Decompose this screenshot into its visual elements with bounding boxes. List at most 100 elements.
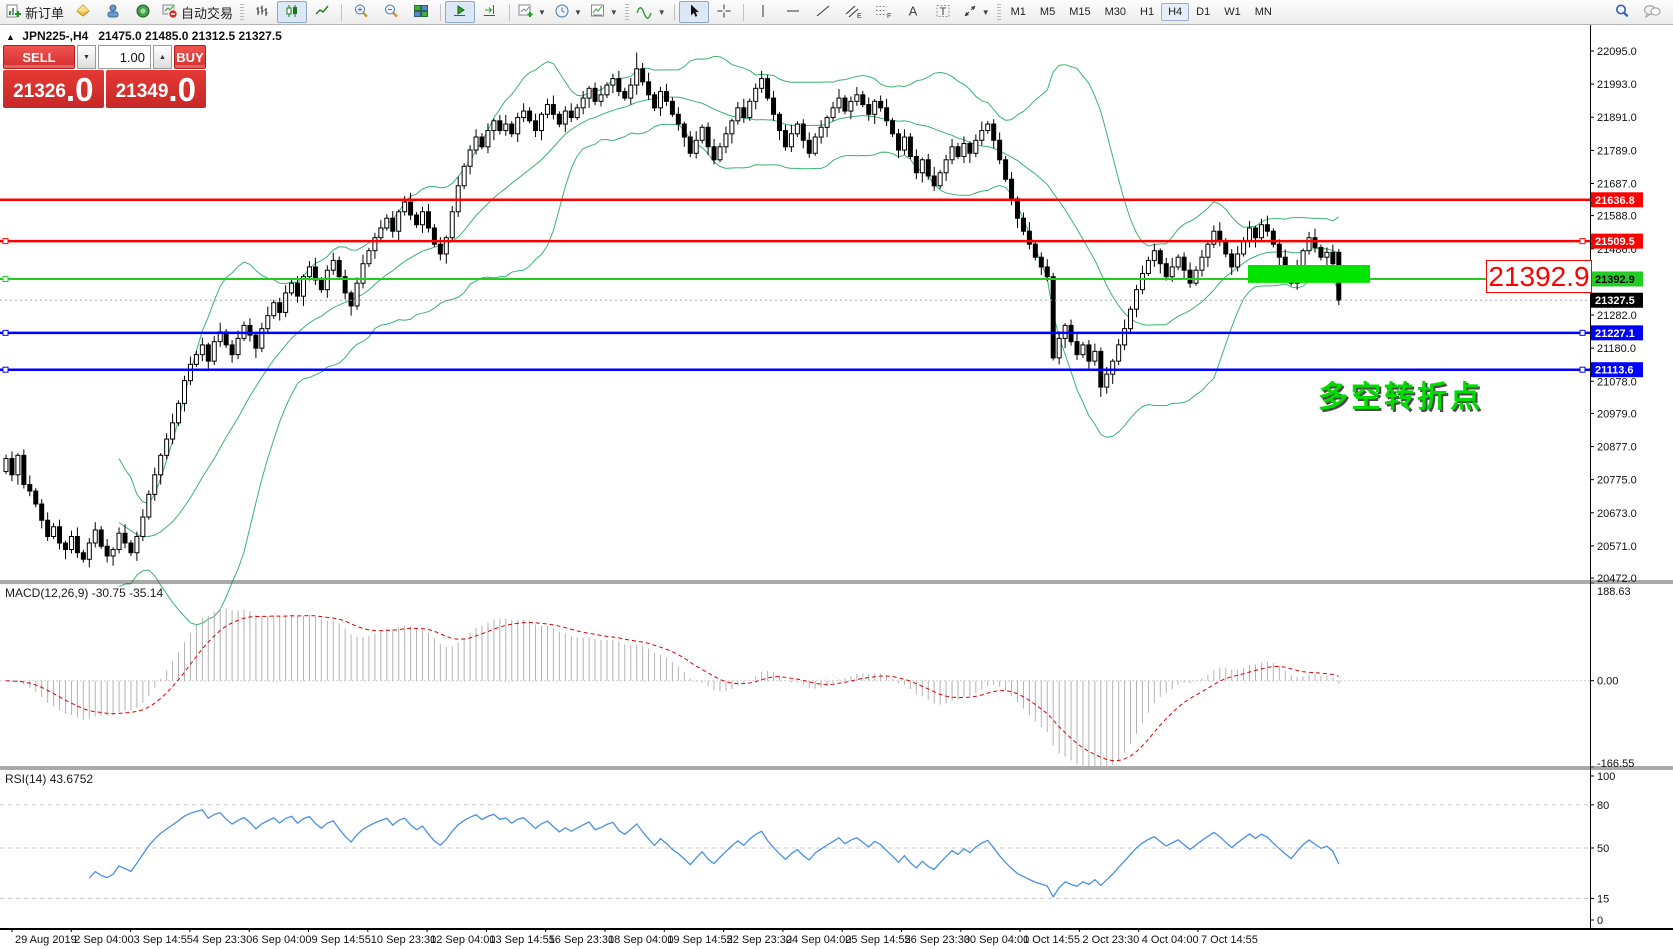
candle [527, 110, 533, 122]
arrows-dropdown[interactable]: ▼ [958, 1, 994, 23]
candle [21, 454, 27, 486]
crosshair-button[interactable] [709, 1, 739, 23]
timeframe-m15[interactable]: M15 [1069, 6, 1091, 18]
search-icon [1614, 3, 1630, 22]
candle [1229, 253, 1235, 268]
candle [193, 354, 199, 365]
text-button[interactable]: A [898, 1, 928, 23]
timeframe-m1[interactable]: M1 [1010, 6, 1026, 18]
time-label: 25 Sep 14:55 [845, 934, 910, 946]
buy-price[interactable]: 21349 .0 [105, 70, 206, 108]
buy-button[interactable]: BUY [174, 45, 206, 69]
highlight-layer[interactable] [1248, 265, 1370, 283]
text-label-button[interactable]: T [928, 1, 958, 23]
new-order-button[interactable]: 新订单 [2, 1, 68, 23]
candle [473, 136, 479, 151]
candle [777, 113, 782, 132]
indicators-dropdown[interactable]: ▼ [632, 1, 670, 23]
chat-button[interactable] [1637, 1, 1667, 23]
candle [985, 123, 991, 132]
candle [1139, 272, 1145, 291]
volume-decrease-button[interactable]: ▼ [77, 45, 96, 69]
price-axis-layer: 22095.0 21993.0 21891.0 21789.0 21687.0 21588… [1590, 46, 1643, 585]
candle [1175, 256, 1181, 268]
price-callout-label[interactable]: 21392.9 [1486, 260, 1592, 293]
candle [425, 211, 431, 229]
candle [747, 100, 753, 119]
candle [134, 536, 140, 554]
timeframe-w1[interactable]: W1 [1224, 6, 1241, 18]
search-button[interactable] [1607, 1, 1637, 23]
templates-dropdown[interactable]: ▼ [586, 1, 622, 23]
one-click-collapse-icon[interactable]: ▲ [6, 32, 15, 42]
volume-input[interactable]: 1.00 [98, 45, 151, 69]
candle [765, 78, 771, 99]
candle [420, 211, 425, 226]
annotation-text[interactable]: 多空转折点 [1318, 381, 1483, 414]
rsi-axis-label: 80 [1597, 800, 1609, 812]
zoom-in-button[interactable] [346, 1, 376, 23]
candle [723, 133, 729, 148]
candle [1223, 240, 1229, 255]
market-watch-button[interactable] [98, 1, 128, 23]
bollinger-bands-layer [118, 55, 1340, 626]
candle [890, 120, 896, 135]
svg-text:21113.6: 21113.6 [1595, 365, 1634, 377]
news-button[interactable] [128, 1, 158, 23]
fibonacci-button[interactable]: F [868, 1, 898, 23]
candle [580, 97, 586, 109]
horizontal-line-button[interactable] [778, 1, 808, 23]
trendline-button[interactable] [808, 1, 838, 23]
price-tick: 21180.0 [1597, 343, 1636, 355]
candles-layer [3, 52, 1342, 568]
zoom-out-button[interactable] [376, 1, 406, 23]
candle [1199, 256, 1205, 271]
chart-shift-button[interactable] [475, 1, 505, 23]
metaeditor-button[interactable] [68, 1, 98, 23]
candle [479, 136, 485, 148]
candle [414, 214, 420, 226]
candlestick-chart-button[interactable] [277, 1, 308, 23]
macd-signal-value: -35.14 [129, 586, 164, 600]
new-chart-dropdown[interactable]: ▼ [514, 1, 550, 23]
candle [68, 536, 74, 550]
candle [1110, 360, 1116, 375]
highlight-rectangle[interactable] [1248, 265, 1370, 283]
tile-windows-button[interactable] [406, 1, 436, 23]
price-tick: 21588.0 [1597, 211, 1637, 223]
sell-button[interactable]: SELL [3, 45, 75, 69]
rsi-axis-label: 100 [1597, 771, 1615, 783]
horizontal-lines-layer[interactable] [0, 198, 1590, 371]
auto-scroll-button[interactable] [445, 1, 476, 23]
equidistant-channel-button[interactable]: E [838, 1, 868, 23]
time-label: 19 Sep 14:55 [667, 934, 732, 946]
periods-dropdown[interactable]: ▼ [550, 1, 586, 23]
vertical-line-button[interactable] [748, 1, 778, 23]
candle [384, 217, 390, 229]
timeframe-m30[interactable]: M30 [1104, 6, 1127, 18]
cursor-button[interactable] [678, 1, 709, 23]
dropdown-caret-icon: ▼ [981, 7, 990, 17]
candle [104, 545, 110, 557]
line-handle [2, 329, 9, 336]
timeframe-mn[interactable]: MN [1254, 6, 1272, 18]
candle [45, 519, 51, 538]
candle [128, 542, 134, 554]
timeframe-h1[interactable]: H1 [1140, 6, 1155, 18]
candle [295, 282, 301, 297]
line-chart-button[interactable] [307, 1, 337, 23]
volume-increase-button[interactable]: ▲ [153, 45, 172, 69]
bar-chart-button[interactable] [247, 1, 277, 23]
autotrading-button[interactable]: 自动交易 [158, 1, 237, 23]
timeframe-d1[interactable]: D1 [1196, 6, 1211, 18]
timeframe-m5[interactable]: M5 [1039, 6, 1056, 18]
timeframe-h4[interactable]: H4 [1161, 3, 1190, 21]
new-order-label: 新订单 [25, 5, 65, 21]
candle [199, 344, 205, 356]
candle [901, 136, 907, 151]
candle [699, 126, 705, 141]
candle [57, 526, 63, 544]
candle [652, 94, 658, 109]
sell-price[interactable]: 21326 .0 [3, 70, 104, 108]
